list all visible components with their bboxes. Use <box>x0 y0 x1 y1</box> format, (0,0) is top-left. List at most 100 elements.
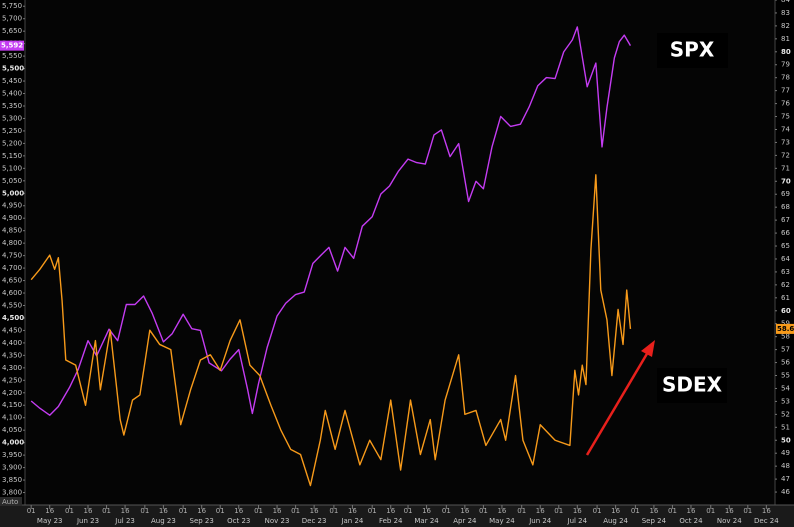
y2-tick-label: 48 <box>781 462 790 470</box>
y2-tick-label: 52 <box>781 410 790 418</box>
y-tick-label: 3,950 <box>2 451 22 459</box>
auto-button[interactable] <box>0 497 22 506</box>
plot-area <box>25 0 775 505</box>
y2-tick-label: 49 <box>781 449 790 457</box>
x-tick-label: 16 <box>536 507 545 515</box>
x-month-label: Mar 24 <box>414 517 439 525</box>
y-tick-label: 5,450 <box>2 77 22 85</box>
y2-tick-label: 47 <box>781 475 790 483</box>
y-tick-label: 4,600 <box>2 289 22 297</box>
y2-tick-label: 58 <box>781 333 790 341</box>
x-axis-band <box>0 505 794 527</box>
y2-tick-label: 71 <box>781 164 790 172</box>
y-tick-label: 4,450 <box>2 326 22 334</box>
x-tick-label: 01 <box>216 507 225 515</box>
y-tick-label: 4,900 <box>2 214 22 222</box>
x-tick-label: 16 <box>422 507 431 515</box>
x-tick-label: 16 <box>348 507 357 515</box>
y2-tick-label: 56 <box>781 359 790 367</box>
y-tick-label: 5,650 <box>2 27 22 35</box>
x-tick-label: 01 <box>631 507 640 515</box>
y2-tick-label: 65 <box>781 242 790 250</box>
x-month-label: Jul 23 <box>114 517 135 525</box>
y2-tick-label: 80 <box>781 48 791 56</box>
x-tick-label: 16 <box>197 507 206 515</box>
y-tick-label: 5,300 <box>2 114 22 122</box>
x-month-label: Feb 24 <box>379 517 403 525</box>
series-layer <box>30 26 632 487</box>
x-tick-label: 01 <box>179 507 188 515</box>
x-tick-label: 16 <box>460 507 469 515</box>
x-month-label: Oct 24 <box>679 517 703 525</box>
x-tick-label: 01 <box>517 507 526 515</box>
x-tick-label: 01 <box>668 507 677 515</box>
x-tick-label: 16 <box>649 507 658 515</box>
y2-tick-label: 64 <box>781 255 790 263</box>
x-month-label: Dec 23 <box>302 517 327 525</box>
x-month-label: Dec 24 <box>754 517 779 525</box>
y2-tick-label: 57 <box>781 346 790 354</box>
y2-tick-label: 61 <box>781 294 790 302</box>
x-month-label: Aug 23 <box>151 517 176 525</box>
y-tick-label: 4,050 <box>2 426 22 434</box>
y-tick-label: 4,250 <box>2 376 22 384</box>
x-month-label: May 23 <box>37 517 63 525</box>
y-tick-label: 5,700 <box>2 15 22 23</box>
y-tick-label: 3,800 <box>2 489 22 497</box>
y-tick-label: 4,300 <box>2 364 22 372</box>
legend-box <box>657 33 728 68</box>
y2-tick-label: 75 <box>781 113 790 121</box>
y-tick-label: 4,850 <box>2 227 22 235</box>
last-value-box <box>0 40 24 51</box>
y-tick-label: 5,050 <box>2 177 22 185</box>
y2-tick-label: 63 <box>781 268 790 276</box>
y2-tick-label: 60 <box>781 307 791 315</box>
x-month-label: Apr 24 <box>453 517 477 525</box>
legend-label: SDEX <box>662 373 723 397</box>
x-tick-label: 16 <box>45 507 54 515</box>
last-value-label: 58.6 <box>777 325 794 333</box>
y-tick-label: 5,250 <box>2 127 22 135</box>
y-tick-label: 5,000 <box>2 189 24 197</box>
y-tick-label: 4,100 <box>2 414 22 422</box>
x-tick-label: 01 <box>706 507 715 515</box>
y-tick-label: 4,500 <box>2 314 24 322</box>
y2-tick-label: 77 <box>781 87 790 95</box>
x-tick-label: 16 <box>573 507 582 515</box>
x-tick-label: 01 <box>254 507 263 515</box>
x-month-label: Jan 24 <box>340 517 363 525</box>
x-month-label: May 24 <box>489 517 515 525</box>
y2-tick-label: 59 <box>781 320 790 328</box>
x-tick-label: 16 <box>273 507 282 515</box>
x-tick-label: 01 <box>554 507 563 515</box>
y2-tick-label: 70 <box>781 177 791 185</box>
y-tick-label: 3,900 <box>2 464 22 472</box>
x-tick-label: 16 <box>687 507 696 515</box>
y-tick-label: 5,100 <box>2 164 22 172</box>
y-tick-label: 5,750 <box>2 2 22 10</box>
x-tick-label: 01 <box>743 507 752 515</box>
x-tick-label: 16 <box>497 507 506 515</box>
y2-tick-label: 69 <box>781 190 790 198</box>
x-tick-label: 16 <box>310 507 319 515</box>
annotation-arrow-shaft <box>585 351 650 456</box>
x-tick-label: 16 <box>611 507 620 515</box>
y-tick-label: 5,200 <box>2 139 22 147</box>
x-month-label: Sep 23 <box>190 517 214 525</box>
y2-tick-label: 74 <box>781 125 790 133</box>
y2-tick-label: 51 <box>781 423 790 431</box>
legend-label: SPX <box>670 38 715 62</box>
auto-label[interactable]: Auto <box>2 498 18 506</box>
y2-tick-label: 54 <box>781 384 790 392</box>
x-tick-label: 01 <box>593 507 602 515</box>
y-tick-label: 4,150 <box>2 401 22 409</box>
x-tick-label: 01 <box>479 507 488 515</box>
x-tick-label: 16 <box>725 507 734 515</box>
y2-tick-label: 78 <box>781 74 790 82</box>
y-tick-label: 4,700 <box>2 264 22 272</box>
y2-tick-label: 50 <box>781 436 791 444</box>
y-tick-label: 3,850 <box>2 476 22 484</box>
x-month-label: Jun 24 <box>528 517 552 525</box>
y2-tick-label: 84 <box>781 0 790 4</box>
